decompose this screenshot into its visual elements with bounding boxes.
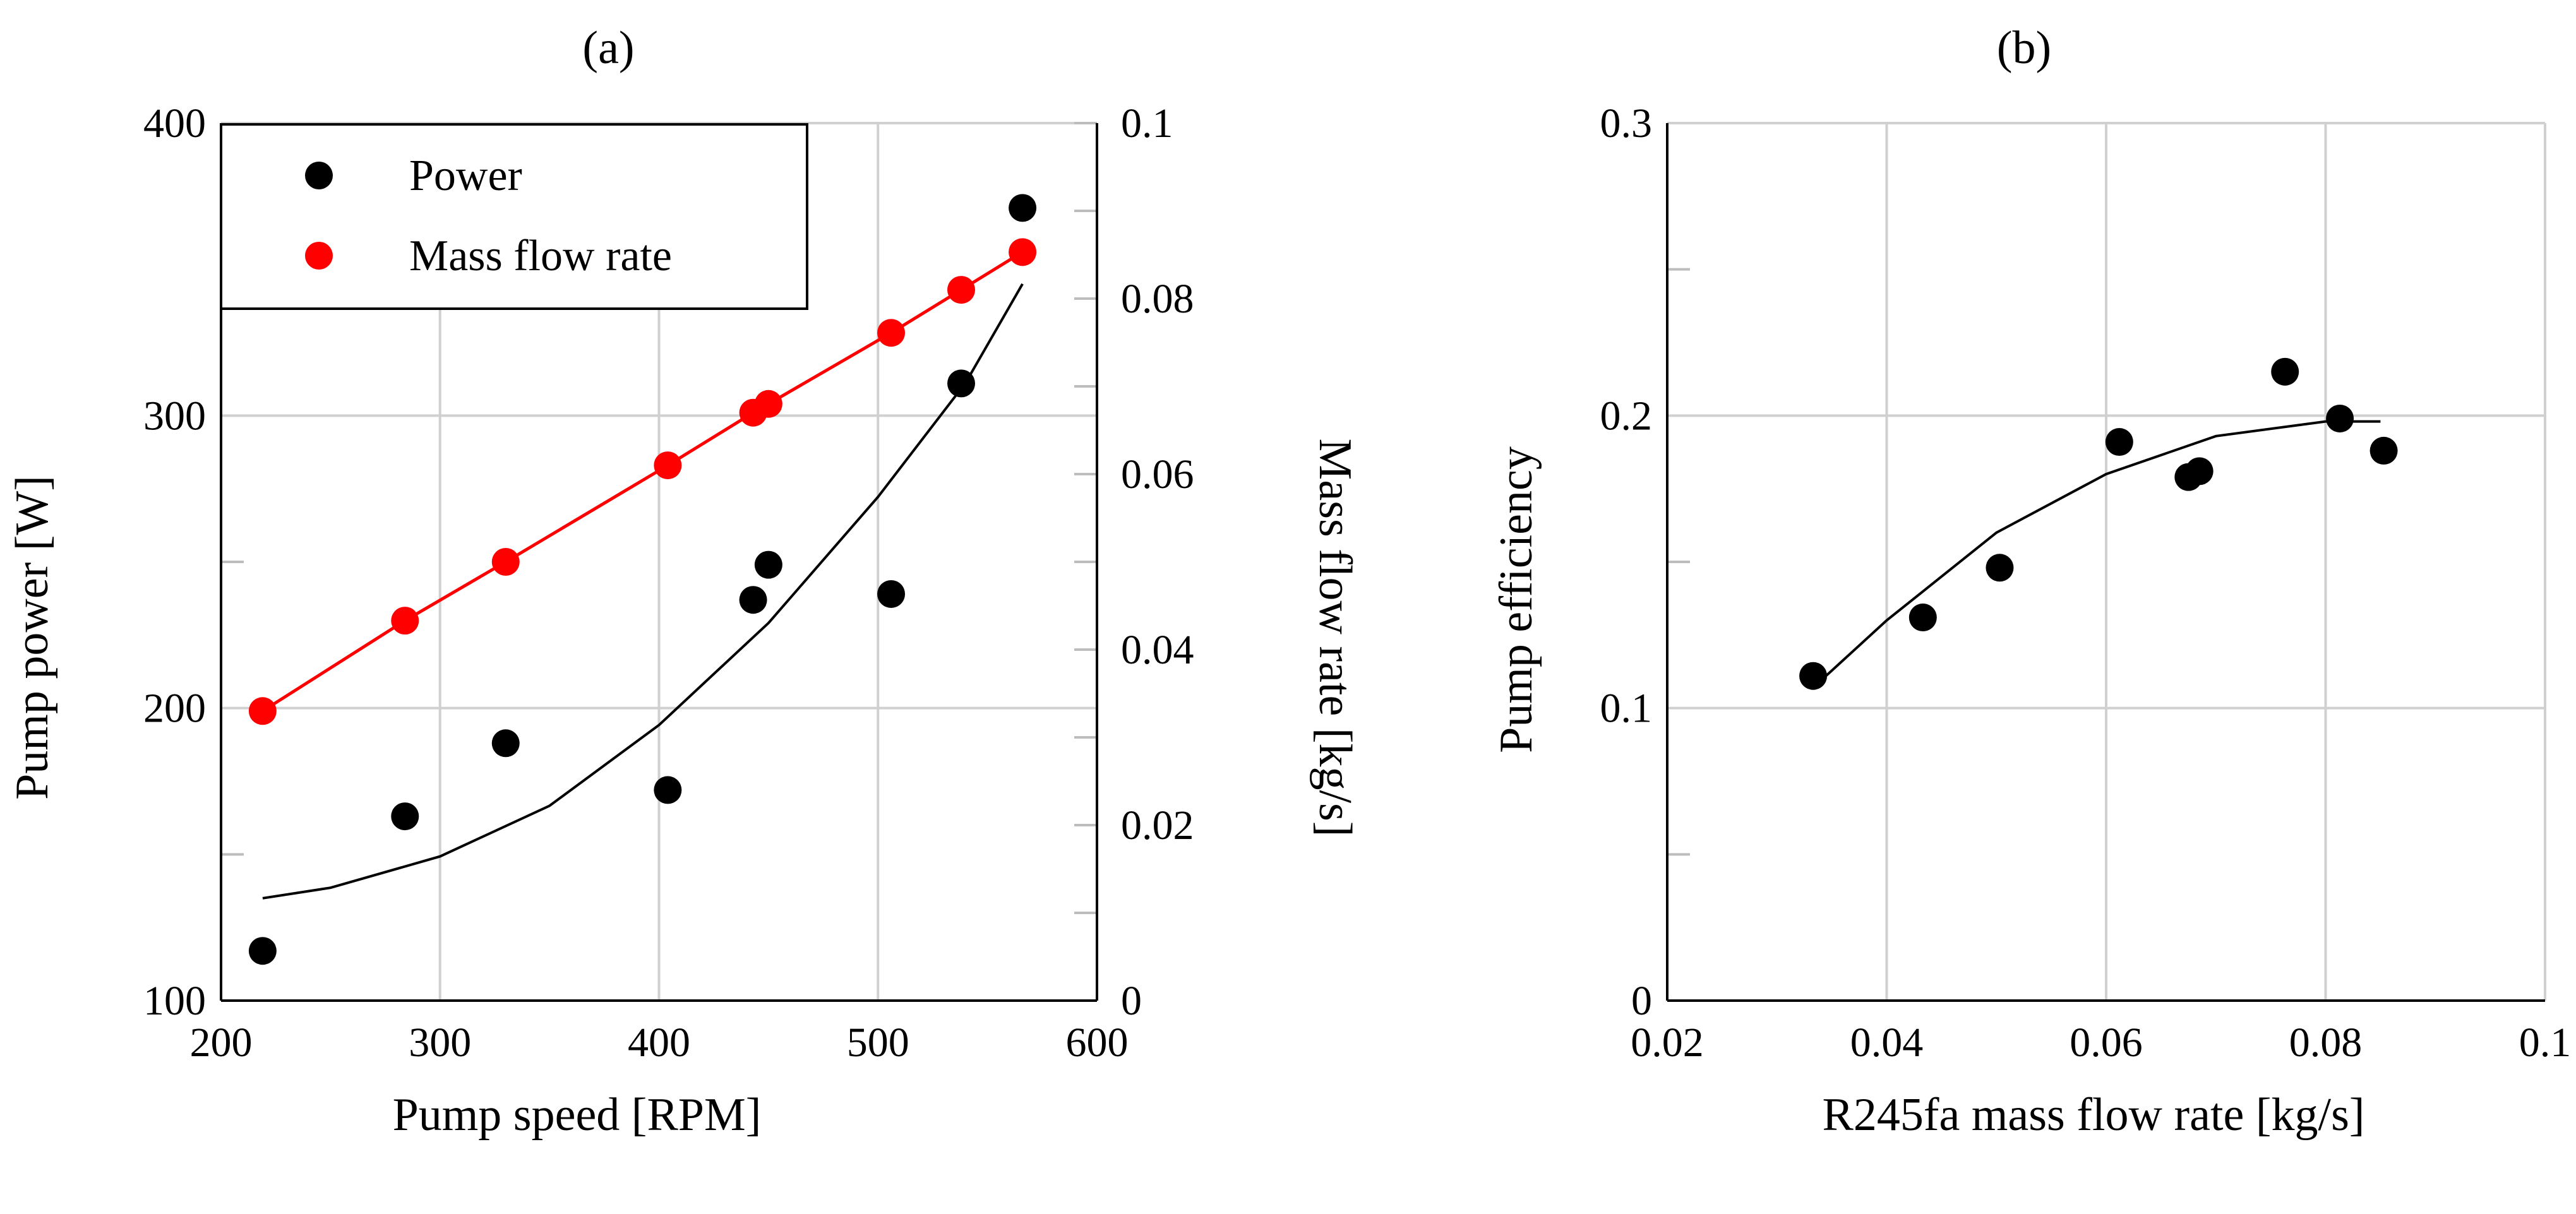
mass-flow-point: [1009, 238, 1037, 266]
power-point: [491, 729, 520, 758]
y-tick-label: 0.2: [1600, 393, 1653, 439]
efficiency-point: [1908, 604, 1937, 632]
y2-tick-label: 0.08: [1121, 276, 1194, 322]
mass-flow-point: [391, 607, 419, 635]
power-point: [391, 802, 419, 831]
legend-power-label: Power: [409, 152, 522, 200]
y2-tick-label: 0: [1121, 978, 1142, 1024]
y-tick-label: 0: [1631, 978, 1652, 1024]
efficiency-point: [1986, 554, 2014, 582]
mass-flow-point: [491, 548, 520, 576]
x-tick-label: 0.02: [1631, 1020, 1704, 1066]
power-point: [248, 937, 277, 965]
efficiency-trendline: [1812, 420, 2381, 689]
y2-tick-label: 0.04: [1121, 627, 1194, 673]
legend-mass-flow-marker: [305, 242, 333, 270]
x-axis-title: R245fa mass flow rate [kg/s]: [1822, 1089, 2364, 1141]
y-axis-title: Pump efficiency: [1490, 446, 1542, 753]
mass-flow-line: [261, 251, 1024, 713]
power-point: [1009, 194, 1037, 222]
chart-title: (a): [582, 22, 634, 74]
legend-mass-flow-label: Mass flow rate: [409, 232, 672, 280]
efficiency-point: [2185, 457, 2214, 485]
efficiency-point: [1799, 662, 1828, 690]
y-tick-label: 200: [143, 686, 206, 732]
y-axis-title: Pump power [W]: [6, 475, 58, 800]
power-point: [654, 776, 682, 804]
y2-axis-title: Mass flow rate [kg/s]: [1309, 439, 1361, 837]
y2-tick-label: 0.1: [1121, 100, 1173, 146]
x-tick-label: 0.04: [1850, 1020, 1924, 1066]
legend: Power Mass flow rate: [220, 123, 808, 310]
x-tick-label: 200: [190, 1020, 253, 1066]
power-point: [947, 369, 976, 398]
chart-a: 200 300 400 500 60010020030040000.020.040.06…: [6, 22, 1361, 1141]
x-tick-label: 0.08: [2289, 1020, 2363, 1066]
legend-box: [220, 123, 808, 310]
mass-flow-point: [947, 276, 976, 304]
x-tick-label: 500: [847, 1020, 909, 1066]
mass-flow-point: [877, 319, 906, 347]
chart-title: (b): [1997, 22, 2051, 74]
power-point: [754, 550, 782, 579]
power-point: [739, 586, 767, 614]
y-tick-label: 0.1: [1600, 686, 1653, 732]
chart-b: 0.02 0.04 0.06 0.08 0.1 0 0.1 0.2 0.3 (b) R245fa m…: [1490, 22, 2571, 1141]
y2-tick-label: 0.06: [1121, 451, 1194, 497]
power-point: [877, 580, 906, 608]
efficiency-point: [2271, 357, 2299, 386]
legend-power-marker: [305, 162, 333, 189]
efficiency-point: [2326, 404, 2354, 432]
mass-flow-point: [654, 451, 682, 480]
y-tick-label: 400: [143, 100, 206, 146]
mass-flow-point: [754, 390, 782, 418]
x-tick-label: 0.1: [2519, 1020, 2572, 1066]
efficiency-point: [2369, 436, 2398, 465]
x-tick-label: 0.06: [2070, 1020, 2143, 1066]
y-tick-label: 100: [143, 978, 206, 1024]
y-tick-label: 0.3: [1600, 100, 1653, 146]
x-tick-label: 300: [409, 1020, 471, 1066]
x-tick-label: 600: [1066, 1020, 1129, 1066]
x-tick-label: 400: [628, 1020, 690, 1066]
x-axis-title: Pump speed [RPM]: [393, 1089, 762, 1141]
power-trendline: [262, 283, 1024, 900]
mass-flow-point: [248, 697, 277, 725]
efficiency-point: [2105, 428, 2133, 456]
y2-tick-label: 0.02: [1121, 802, 1194, 848]
y-tick-label: 300: [143, 393, 206, 439]
